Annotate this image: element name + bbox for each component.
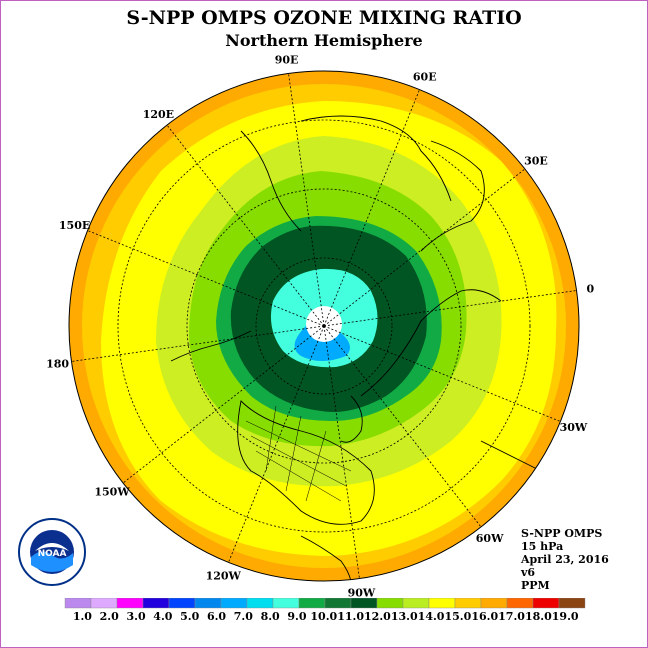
longitude-label: 180 bbox=[46, 357, 69, 370]
legend-swatch bbox=[376, 598, 404, 609]
legend-swatch bbox=[532, 598, 560, 609]
legend-swatch bbox=[350, 598, 378, 609]
legend-tick-label: 16.0 bbox=[471, 610, 498, 623]
instrument-label: S-NPP OMPS bbox=[521, 527, 603, 540]
legend-tick-label: 19.0 bbox=[552, 610, 579, 623]
legend-swatch bbox=[168, 598, 196, 609]
legend-tick-label: 17.0 bbox=[498, 610, 525, 623]
legend-swatch bbox=[506, 598, 534, 609]
ozone-field bbox=[69, 71, 579, 581]
legend-tick-label: 13.0 bbox=[391, 610, 418, 623]
legend-tick-label: 4.0 bbox=[153, 610, 172, 623]
pressure-level: 15 hPa bbox=[521, 540, 564, 553]
legend-swatch bbox=[246, 598, 274, 609]
legend-tick-label: 2.0 bbox=[100, 610, 119, 623]
legend-tick-label: 7.0 bbox=[234, 610, 253, 623]
longitude-labels: 90E 60E 30E 0 30W 60W 90W 120W 150W 180 150E 120E bbox=[46, 54, 594, 600]
meridian-line bbox=[323, 325, 561, 422]
legend-tick-label: 1.0 bbox=[73, 610, 92, 623]
legend-swatch bbox=[90, 598, 118, 609]
longitude-label: 120W bbox=[206, 569, 242, 582]
legend-swatch bbox=[298, 598, 326, 609]
meridian-line bbox=[122, 325, 325, 484]
legend-swatch bbox=[454, 598, 482, 609]
meridian-line bbox=[71, 325, 325, 362]
date-label: April 23, 2016 bbox=[521, 553, 609, 566]
longitude-label: 150W bbox=[94, 486, 130, 499]
latitude-circle-70 bbox=[255, 257, 393, 395]
meridian-line bbox=[323, 325, 360, 579]
noaa-logo-text: NOAA bbox=[38, 549, 67, 559]
meridian-line bbox=[323, 325, 482, 528]
legend-tick-label: 14.0 bbox=[418, 610, 445, 623]
legend-swatch bbox=[64, 598, 92, 609]
longitude-label: 90E bbox=[275, 54, 299, 67]
legend-swatch bbox=[402, 598, 430, 609]
legend-swatch bbox=[220, 598, 248, 609]
legend-swatch bbox=[194, 598, 222, 609]
meridian-line bbox=[288, 73, 325, 327]
color-legend: 1.0 2.0 3.0 4.0 5.0 6.0 7.0 8.0 9.0 10.0 11.0 12.0 1… bbox=[64, 598, 586, 623]
legend-swatch bbox=[324, 598, 352, 609]
figure-subtitle: Northern Hemisphere bbox=[225, 31, 423, 50]
legend-tick-label: 9.0 bbox=[287, 610, 306, 623]
legend-tick-label: 12.0 bbox=[364, 610, 391, 623]
longitude-label: 30W bbox=[560, 421, 588, 434]
version-label: v6 bbox=[521, 566, 536, 579]
legend-tick-label: 5.0 bbox=[180, 610, 199, 623]
map-border bbox=[68, 70, 580, 582]
units-label: PPM bbox=[521, 579, 550, 592]
info-block: S-NPP OMPS 15 hPa April 23, 2016 v6 PPM bbox=[521, 527, 609, 592]
meridian-line bbox=[228, 325, 325, 563]
legend-swatch bbox=[116, 598, 144, 609]
meridian-line bbox=[87, 230, 325, 327]
legend-tick-label: 8.0 bbox=[261, 610, 280, 623]
latitude-circle-50 bbox=[186, 188, 462, 464]
legend-swatch bbox=[428, 598, 456, 609]
longitude-label: 90W bbox=[348, 586, 376, 599]
meridian-line bbox=[166, 124, 325, 327]
legend-tick-label: 15.0 bbox=[445, 610, 472, 623]
meridian-line bbox=[323, 290, 577, 327]
legend-swatch bbox=[480, 598, 508, 609]
longitude-label: 0 bbox=[587, 283, 595, 296]
meridian-line bbox=[323, 168, 526, 327]
graticule bbox=[117, 119, 531, 533]
legend-tick-label: 18.0 bbox=[525, 610, 552, 623]
longitude-label: 30E bbox=[524, 154, 548, 167]
latitude-circle-30 bbox=[117, 119, 531, 533]
figure-title: S-NPP OMPS OZONE MIXING RATIO bbox=[126, 7, 522, 29]
meridian-line bbox=[323, 89, 420, 327]
longitude-label: 60W bbox=[476, 532, 504, 545]
legend-color-boxes bbox=[64, 598, 586, 609]
legend-swatch bbox=[558, 598, 586, 609]
longitude-label: 60E bbox=[413, 71, 437, 84]
legend-swatch bbox=[272, 598, 300, 609]
legend-tick-label: 3.0 bbox=[126, 610, 145, 623]
legend-tick-label: 10.0 bbox=[310, 610, 337, 623]
noaa-logo-icon: NOAA bbox=[18, 518, 86, 586]
legend-tick-label: 6.0 bbox=[207, 610, 226, 623]
longitude-label: 120E bbox=[143, 108, 174, 121]
legend-swatch bbox=[142, 598, 170, 609]
legend-tick-labels: 1.0 2.0 3.0 4.0 5.0 6.0 7.0 8.0 9.0 10.0 11.0 12.0 1… bbox=[73, 610, 579, 623]
longitude-label: 150E bbox=[59, 219, 90, 232]
legend-tick-label: 11.0 bbox=[337, 610, 364, 623]
meridians bbox=[71, 73, 577, 579]
